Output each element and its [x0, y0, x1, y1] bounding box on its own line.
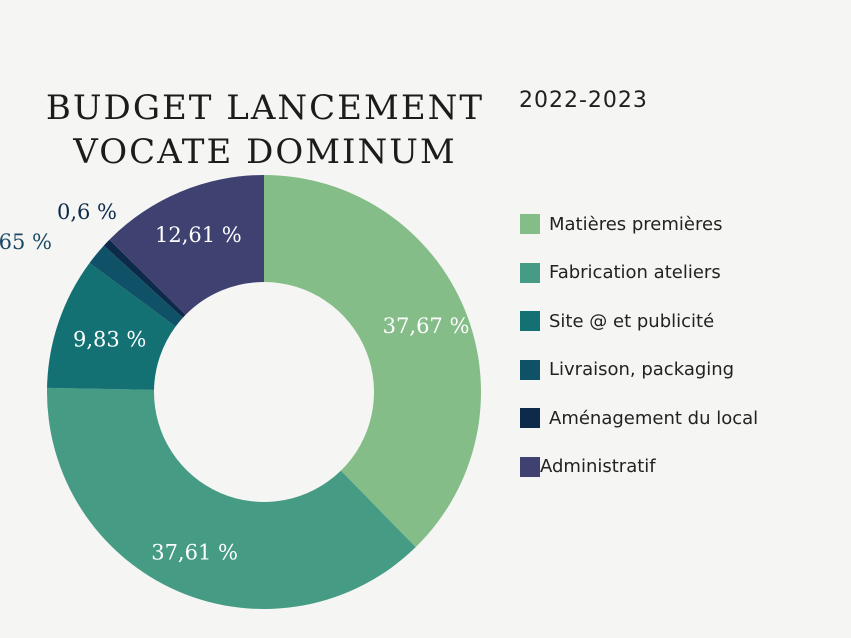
legend-label: Aménagement du local: [549, 407, 759, 429]
legend-item-matieres-premieres: Matières premières: [520, 210, 758, 238]
legend-swatch: [520, 456, 540, 477]
legend-swatch: [520, 214, 540, 234]
slice-administratif: [109, 175, 265, 315]
legend-item-fabrication-ateliers: Fabrication ateliers: [520, 259, 758, 287]
legend-label: Livraison, packaging: [549, 359, 735, 380]
legend-item-amenagement-du-local: Aménagement du local: [520, 404, 758, 432]
slice-amenagement-du-local: [103, 239, 186, 318]
data-label-fabrication-ateliers: 37,61 %: [151, 541, 238, 565]
slice-site-et-publicite: [47, 262, 176, 390]
legend-item-administratif: Administratif: [520, 453, 758, 481]
chart-title: BUDGET LANCEMENT VOCATE DOMINUM: [40, 86, 490, 174]
data-label-amenagement-du-local: 0,6 %: [57, 200, 117, 224]
legend-swatch: [520, 262, 540, 283]
year-label: 2022-2023: [519, 88, 648, 113]
legend-label: Administratif: [540, 456, 656, 477]
legend-swatch: [520, 359, 540, 380]
chart-title-line-2: VOCATE DOMINUM: [73, 132, 457, 172]
legend-label: Site @ et publicité: [549, 310, 715, 332]
legend-label: Matières premières: [549, 213, 723, 235]
slice-livraison-packaging: [89, 245, 183, 327]
slice-fabrication-ateliers: [47, 387, 416, 609]
slice-matieres-premieres: [264, 175, 481, 548]
legend: Matières premières Fabrication ateliers Si…: [520, 210, 758, 501]
legend-item-livraison-packaging: Livraison, packaging: [520, 356, 758, 384]
data-label-administratif: 12,61 %: [155, 223, 242, 247]
data-label-livraison-packaging: 1,65 %: [0, 230, 52, 254]
data-label-matieres-premieres: 37,67 %: [383, 314, 470, 338]
chart-title-line-1: BUDGET LANCEMENT: [45, 88, 485, 128]
legend-label: Fabrication ateliers: [549, 262, 721, 283]
legend-item-site-et-publicite: Site @ et publicité: [520, 307, 758, 335]
data-label-site-et-publicite: 9,83 %: [73, 328, 146, 352]
legend-swatch: [520, 311, 540, 331]
legend-swatch: [520, 408, 540, 428]
